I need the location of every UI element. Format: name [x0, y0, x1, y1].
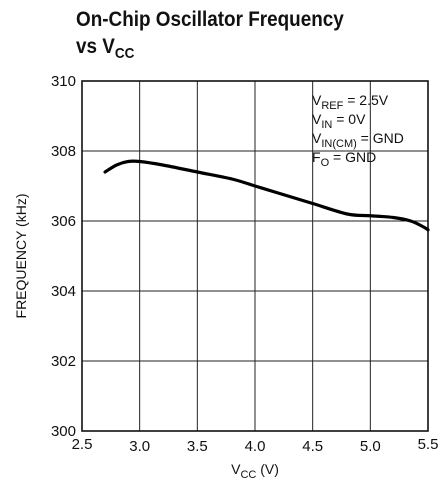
annotation-line: VIN = 0V — [312, 111, 366, 131]
x-tick-labels: 2.5 3.0 3.5 4.0 4.5 5.0 5.5 — [72, 436, 439, 455]
chart-title: On-Chip Oscillator Frequency vs VCC — [76, 6, 344, 67]
x-tick-label: 2.5 — [72, 436, 93, 453]
y-tick-label: 304 — [51, 283, 76, 300]
chart-title-line2-main: vs V — [76, 35, 115, 58]
y-axis-label: FREQUENCY (kHz) — [13, 194, 29, 319]
annotation-line: FO = GND — [312, 149, 376, 169]
x-tick-label: 4.0 — [245, 438, 266, 455]
y-tick-label: 300 — [51, 423, 76, 440]
chart-grid — [82, 81, 428, 431]
y-tick-label: 308 — [51, 143, 76, 160]
x-tick-label: 3.5 — [187, 438, 208, 455]
x-tick-label: 4.5 — [302, 438, 323, 455]
annotation-line: VREF = 2.5V — [312, 92, 389, 112]
plot-frame — [81, 80, 429, 432]
y-tick-label: 306 — [51, 213, 76, 230]
y-tick-label: 310 — [51, 73, 76, 90]
chart-title-line2: vs VCC — [76, 33, 344, 67]
x-axis-label: VCC (V) — [231, 461, 279, 481]
annotation-line: VIN(CM) = GND — [312, 130, 404, 150]
y-tick-labels: 300 302 304 306 308 310 — [51, 73, 76, 440]
x-tick-label: 5.0 — [360, 438, 381, 455]
x-tick-label: 3.0 — [129, 438, 150, 455]
y-tick-label: 302 — [51, 353, 76, 370]
x-tick-label: 5.5 — [418, 436, 439, 453]
chart-title-line2-sub: CC — [114, 45, 135, 62]
chart-title-line1: On-Chip Oscillator Frequency — [76, 8, 344, 31]
series-line — [103, 159, 430, 232]
